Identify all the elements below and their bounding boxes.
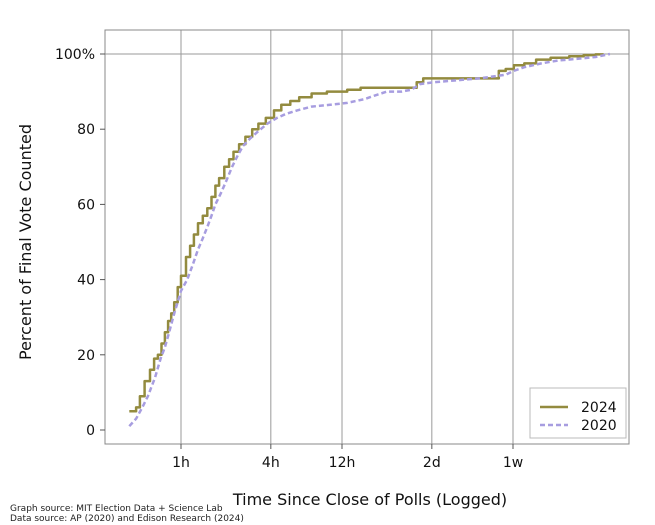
- y-tick-label: 40: [77, 273, 95, 289]
- y-tick-label: 80: [77, 122, 95, 138]
- x-tick-label: 1h: [172, 455, 190, 471]
- x-tick-label: 2d: [423, 455, 441, 471]
- y-tick-label: 0: [86, 423, 95, 439]
- series-line-2024: [129, 53, 605, 413]
- series-layer: [128, 52, 611, 428]
- grid: [105, 30, 629, 444]
- y-axis-title: Percent of Final Vote Counted: [16, 124, 35, 360]
- plot-frame: [104, 29, 630, 445]
- y-tick-label: 100%: [55, 47, 95, 63]
- x-tick-label: 12h: [329, 455, 356, 471]
- legend: 2024 2020: [529, 387, 627, 439]
- y-tick-label: 20: [77, 348, 95, 364]
- y-tick-label: 60: [77, 197, 95, 213]
- x-axis-title: Time Since Close of Polls (Logged): [232, 490, 507, 509]
- data-source: Data source: AP (2020) and Edison Resear…: [10, 514, 244, 524]
- x-tick-label: 1w: [503, 455, 523, 471]
- legend-box: [529, 387, 627, 439]
- x-axis-ticks: 1h 4h 12h 2d 1w: [172, 444, 523, 471]
- graph-source: Graph source: MIT Election Data + Scienc…: [10, 504, 223, 514]
- y-axis-ticks: 0 20 40 60 80 100%: [55, 47, 105, 439]
- legend-label-2020: 2020: [581, 418, 617, 434]
- x-tick-label: 4h: [262, 455, 280, 471]
- series-line-2020: [128, 52, 611, 428]
- legend-label-2024: 2024: [581, 400, 617, 416]
